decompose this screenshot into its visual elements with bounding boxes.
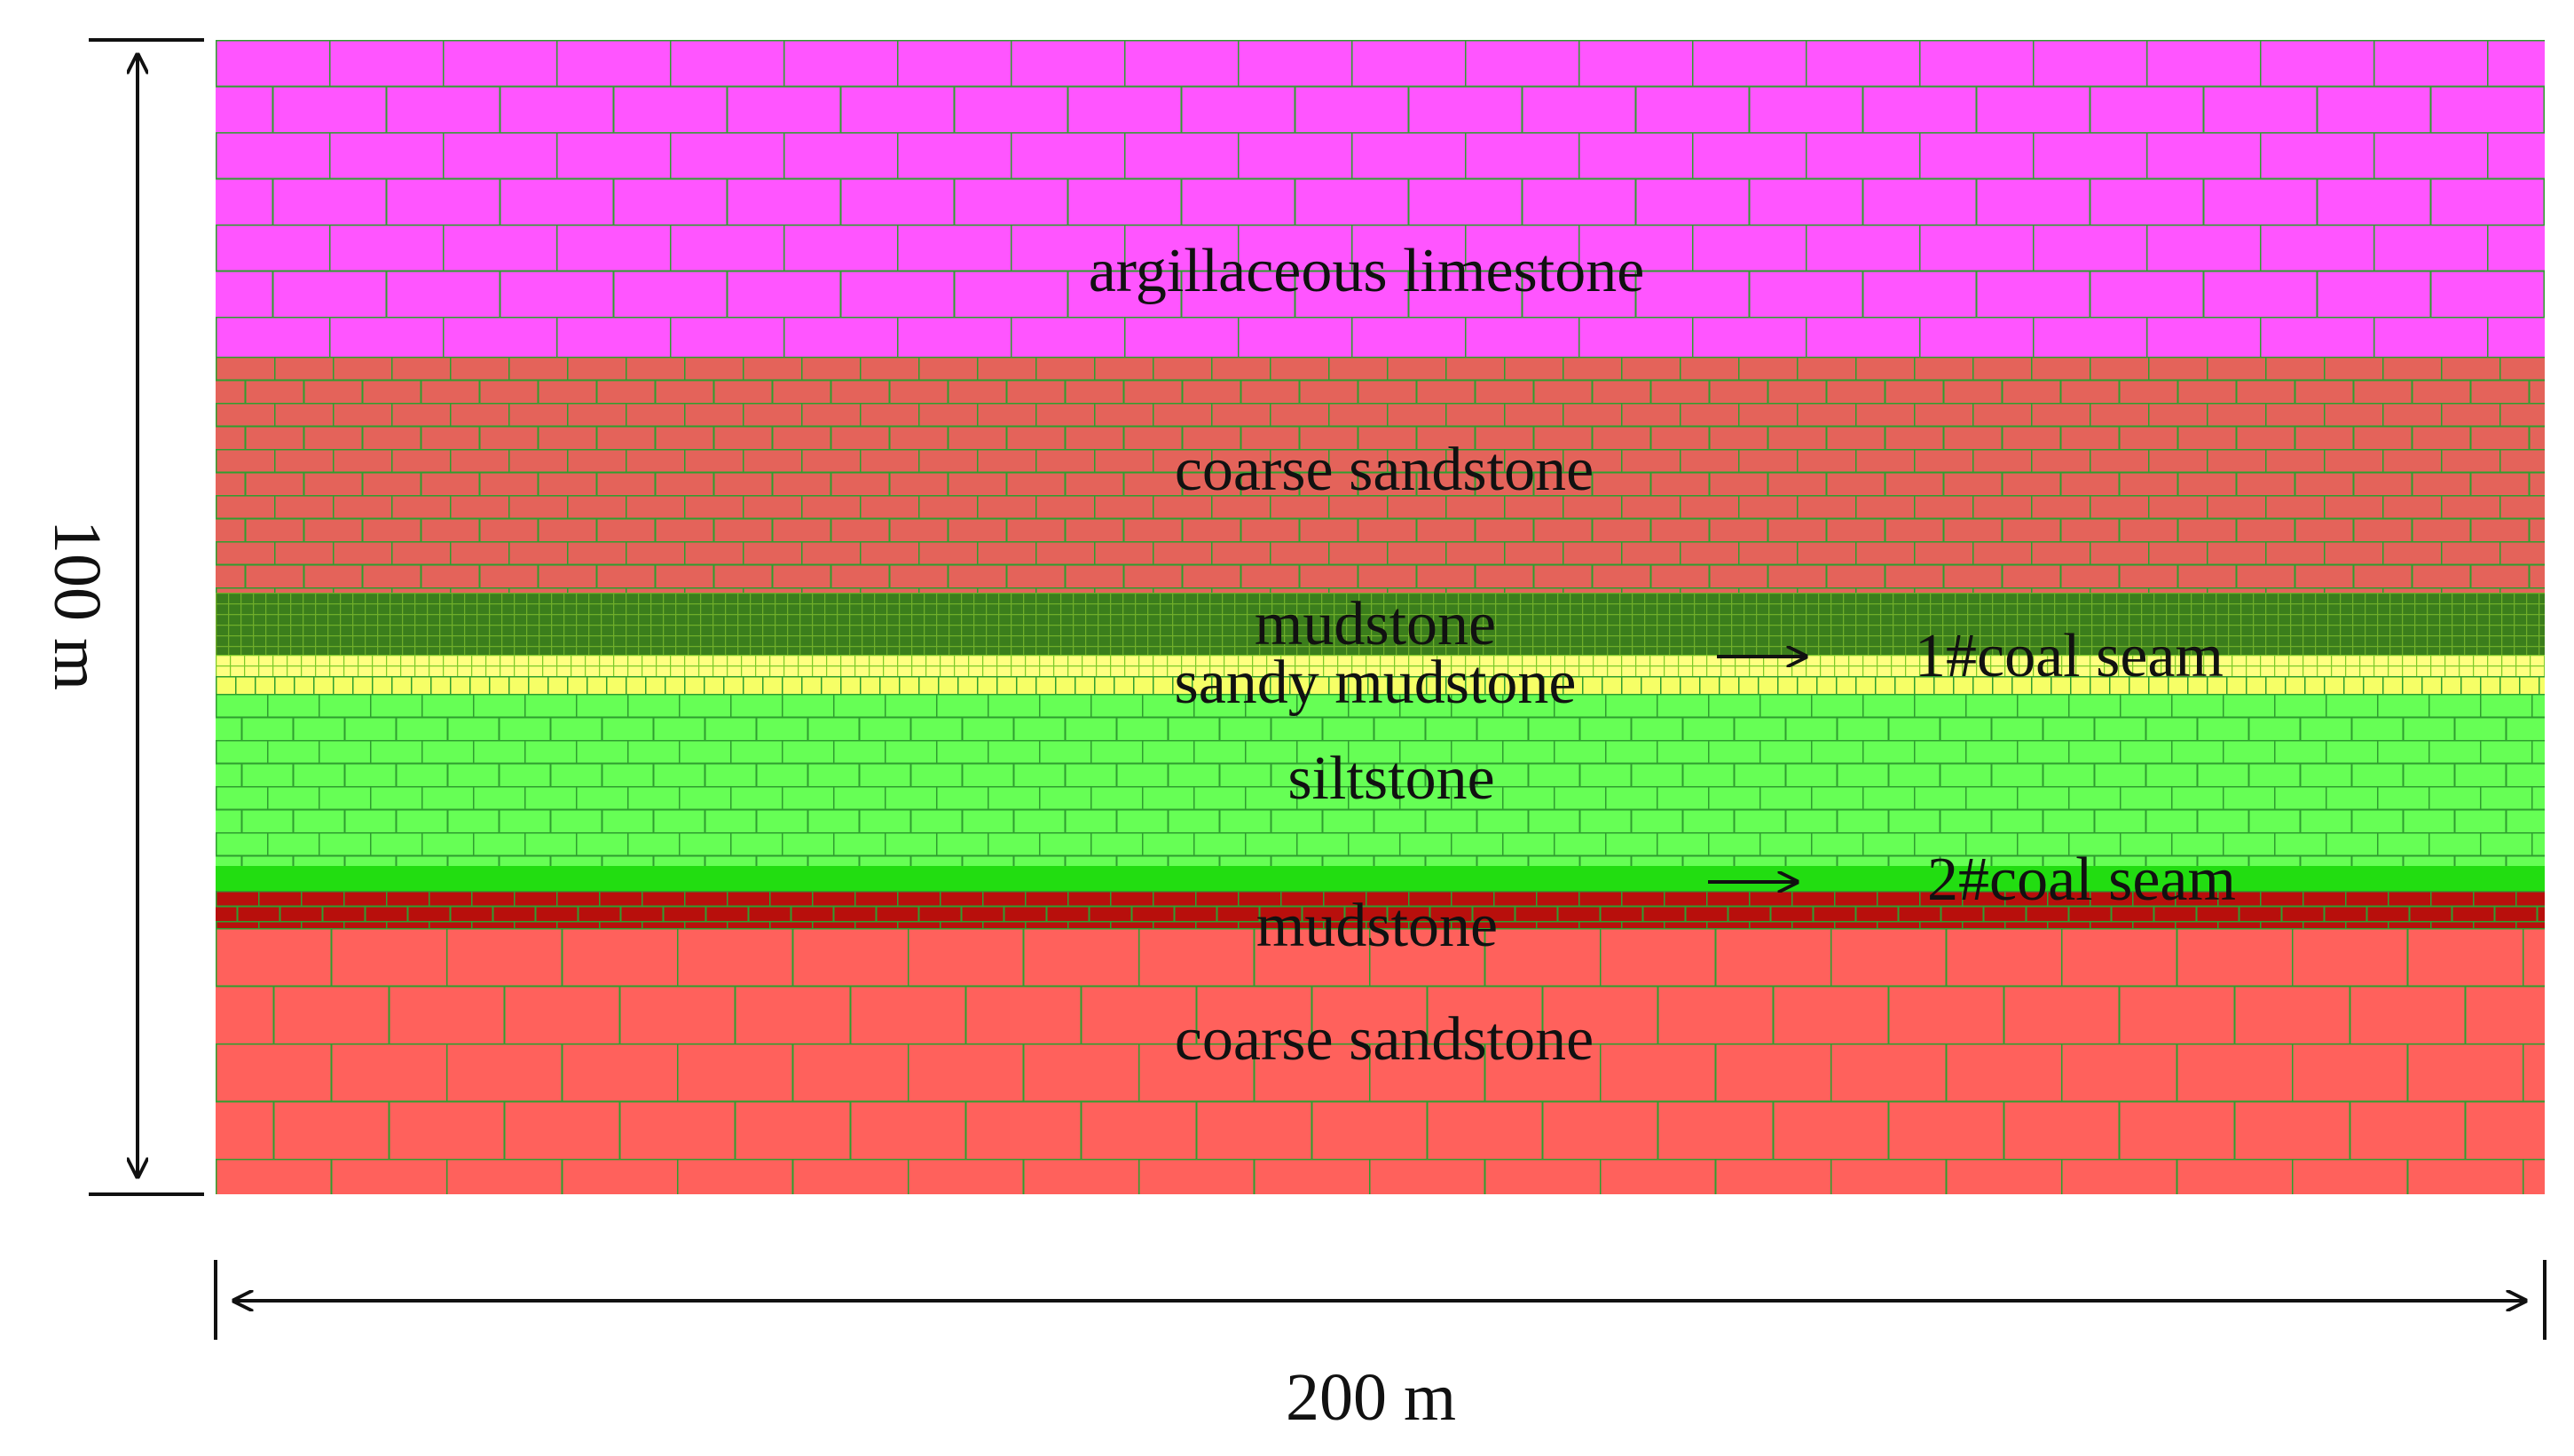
layer-mudstone-upper <box>216 593 2545 655</box>
strata-model <box>216 40 2545 1194</box>
layer-coarse-sandstone-lower <box>216 928 2545 1194</box>
layer-coarse-sandstone-upper <box>216 357 2545 593</box>
label-coarse-sandstone-lower: coarse sandstone <box>1175 1005 1594 1074</box>
width-label: 200 m <box>1286 1360 1456 1435</box>
label-mudstone-lower: mudstone <box>1256 892 1498 960</box>
label-argillaceous-limestone: argillaceous limestone <box>1089 237 1645 305</box>
layer-coal-seam-1 <box>216 655 2545 676</box>
label-coarse-sandstone-upper: coarse sandstone <box>1175 436 1594 504</box>
layer-siltstone <box>216 694 2545 866</box>
coal-seam-callouts: 1#coal seam 2#coal seam <box>1708 622 2236 914</box>
height-label: 100 m <box>40 520 114 690</box>
label-siltstone: siltstone <box>1287 744 1494 813</box>
width-dimension: 200 m <box>214 1260 2546 1435</box>
layer-labels: argillaceous limestone coarse sandstone … <box>1089 237 1645 1074</box>
label-sandy-mudstone: sandy mudstone <box>1174 649 1576 717</box>
height-dimension: 100 m <box>40 38 204 1196</box>
label-coal-seam-1: 1#coal seam <box>1915 622 2224 690</box>
label-mudstone-upper: mudstone <box>1255 590 1496 658</box>
label-coal-seam-2: 2#coal seam <box>1927 846 2236 914</box>
layer-coal-seam-2 <box>216 866 2545 891</box>
layer-sandy-mudstone <box>216 676 2545 694</box>
layer-argillaceous-limestone <box>216 40 2545 357</box>
layer-mudstone-lower <box>216 891 2545 928</box>
